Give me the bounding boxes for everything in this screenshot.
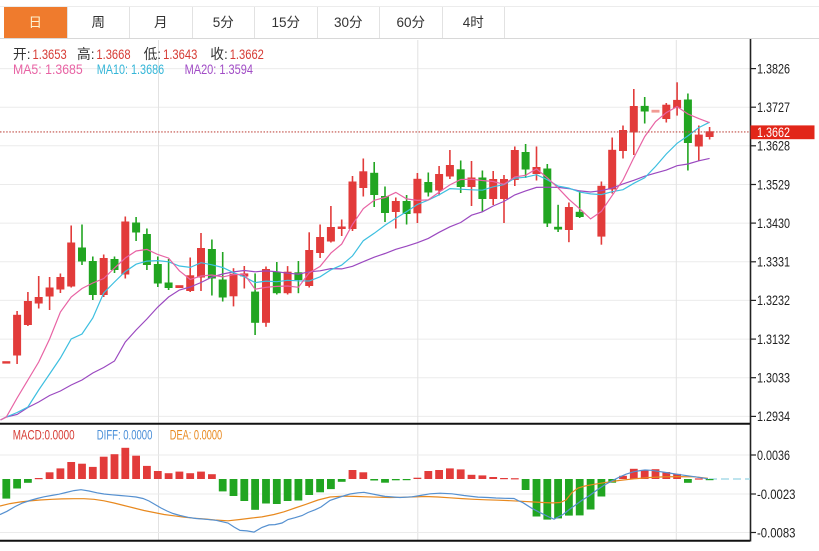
svg-text:1.3662: 1.3662 [230,46,264,62]
svg-text:MA10: 1.3686: MA10: 1.3686 [97,61,164,77]
svg-text:1.3232: 1.3232 [757,293,790,308]
svg-text:0.0036: 0.0036 [757,448,790,463]
svg-text:-0.0023: -0.0023 [757,487,796,502]
svg-text:1.3529: 1.3529 [757,177,790,192]
svg-text:1.3826: 1.3826 [757,61,790,76]
svg-text:1.3628: 1.3628 [757,139,790,154]
svg-text:DEA: 0.0000: DEA: 0.0000 [170,427,223,443]
svg-text:1.3653: 1.3653 [33,46,67,62]
svg-text:高:: 高: [77,46,95,62]
svg-text:MACD:0.0000: MACD:0.0000 [13,427,75,443]
svg-text:1.3668: 1.3668 [96,46,130,62]
svg-text:MA5: 1.3685: MA5: 1.3685 [13,61,83,77]
svg-text:1.3727: 1.3727 [757,100,790,115]
svg-text:1.3132: 1.3132 [757,332,790,347]
svg-text:低:: 低: [144,46,162,62]
svg-text:-0.0083: -0.0083 [757,525,796,540]
svg-text:1.3430: 1.3430 [757,216,790,231]
svg-text:收:: 收: [210,46,228,62]
svg-text:1.2934: 1.2934 [757,409,790,424]
svg-text:1.3331: 1.3331 [757,255,790,270]
svg-text:1.3033: 1.3033 [757,371,790,386]
svg-text:1.3643: 1.3643 [163,46,197,62]
svg-text:1.3662: 1.3662 [757,125,790,140]
svg-text:开:: 开: [13,46,31,62]
svg-text:DIFF: 0.0000: DIFF: 0.0000 [97,427,153,443]
svg-text:MA20: 1.3594: MA20: 1.3594 [185,61,254,77]
